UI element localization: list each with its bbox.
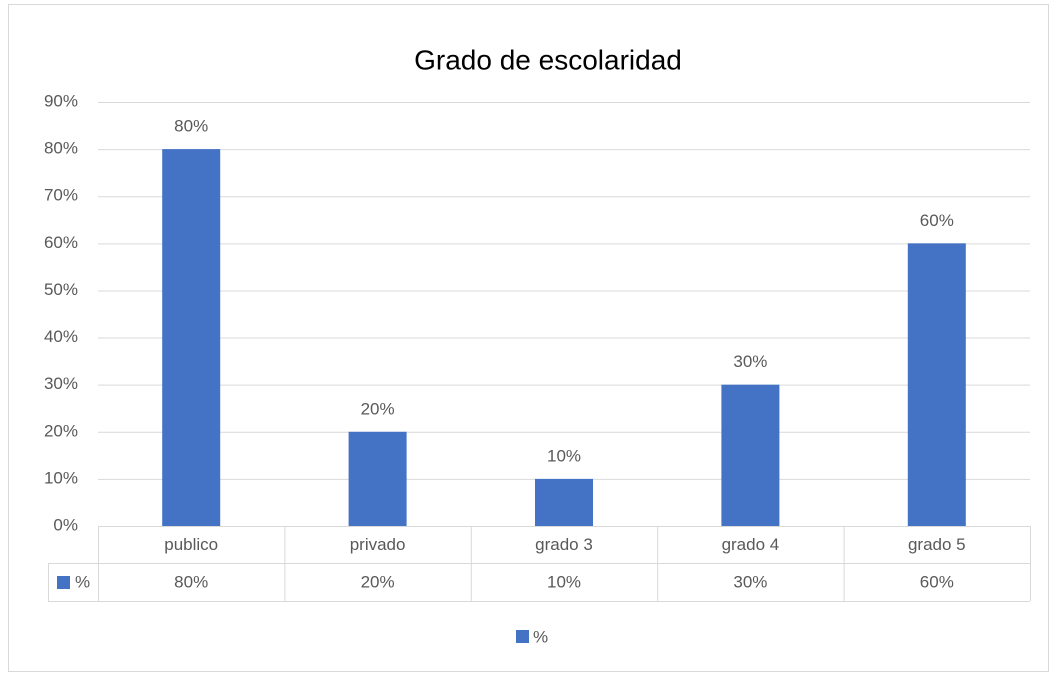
table-value: 80% <box>174 572 208 591</box>
table-value: 10% <box>547 572 581 591</box>
x-tick-label: grado 5 <box>908 535 966 554</box>
y-tick-label: 90% <box>44 91 78 110</box>
data-label: 30% <box>733 352 767 371</box>
data-label: 20% <box>361 399 395 418</box>
table-value: 60% <box>920 572 954 591</box>
bar <box>162 149 221 526</box>
data-label: 80% <box>174 117 208 136</box>
bar <box>907 243 966 527</box>
x-tick-label: grado 4 <box>722 535 780 554</box>
data-label: 60% <box>920 211 954 230</box>
y-tick-label: 60% <box>44 233 78 252</box>
bar <box>535 478 593 526</box>
table-value: 20% <box>361 572 395 591</box>
y-tick-label: 30% <box>44 374 78 393</box>
table-series-name: % <box>75 572 90 591</box>
y-tick-label: 10% <box>44 468 78 487</box>
y-tick-label: 50% <box>44 280 78 299</box>
table-legend-swatch <box>57 576 70 589</box>
legend-swatch <box>516 630 529 643</box>
bar <box>348 431 407 526</box>
y-tick-label: 70% <box>44 186 78 205</box>
chart-title: Grado de escolaridad <box>414 44 682 75</box>
x-tick-label: publico <box>164 535 218 554</box>
y-tick-label: 80% <box>44 139 78 158</box>
table-value: 30% <box>733 572 767 591</box>
data-label: 10% <box>547 446 581 465</box>
legend-label: % <box>533 627 548 646</box>
bar <box>721 384 780 526</box>
y-tick-label: 40% <box>44 327 78 346</box>
x-tick-label: privado <box>350 535 406 554</box>
x-tick-label: grado 3 <box>535 535 593 554</box>
y-tick-label: 20% <box>44 421 78 440</box>
y-tick-label: 0% <box>53 515 78 534</box>
